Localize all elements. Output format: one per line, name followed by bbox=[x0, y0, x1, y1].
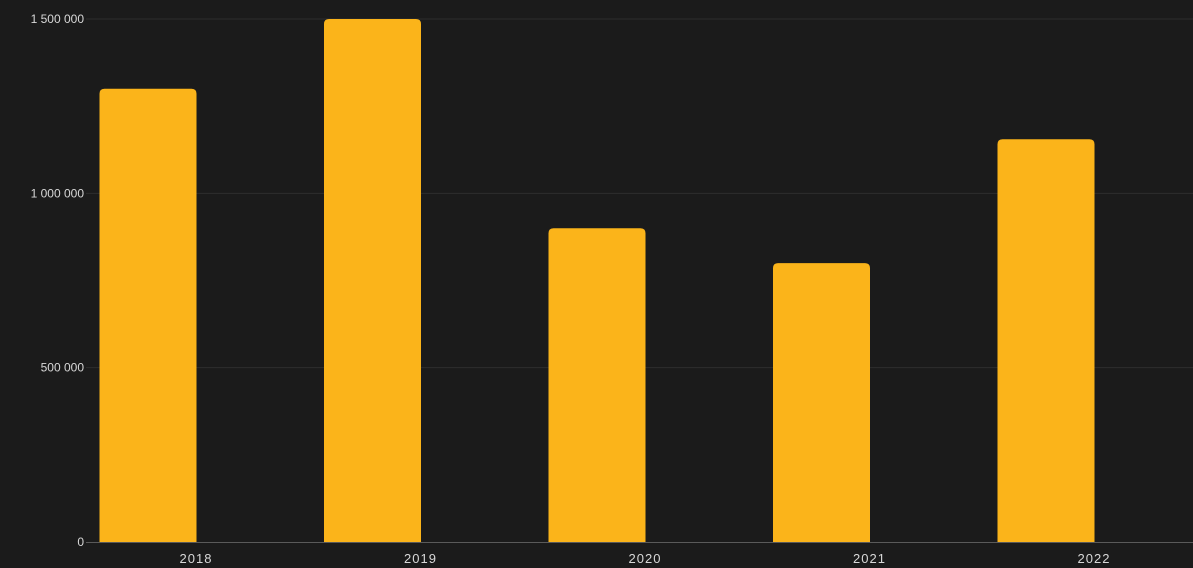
y-tick-label: 1 000 000 bbox=[31, 186, 85, 200]
x-tick-label: 2018 bbox=[180, 551, 213, 566]
bar-2022 bbox=[997, 139, 1095, 543]
x-tick-label: 2022 bbox=[1078, 551, 1111, 566]
bar-2019 bbox=[324, 19, 421, 542]
y-tick-label: 1 500 000 bbox=[31, 12, 85, 26]
x-axis: 2018 2019 2020 2021 2022 bbox=[86, 542, 1193, 566]
x-tick-label: 2021 bbox=[853, 551, 886, 566]
bars-layer bbox=[99, 19, 1095, 543]
bar-2018 bbox=[99, 88, 197, 542]
bar-2021 bbox=[773, 263, 870, 542]
bar-2020 bbox=[548, 228, 646, 542]
x-tick-label: 2020 bbox=[629, 551, 662, 566]
y-axis: 0 500 000 1 000 000 1 500 000 bbox=[31, 12, 85, 549]
y-tick-label: 0 bbox=[77, 535, 84, 549]
y-tick-label: 500 000 bbox=[41, 361, 85, 375]
x-tick-label: 2019 bbox=[404, 551, 437, 566]
